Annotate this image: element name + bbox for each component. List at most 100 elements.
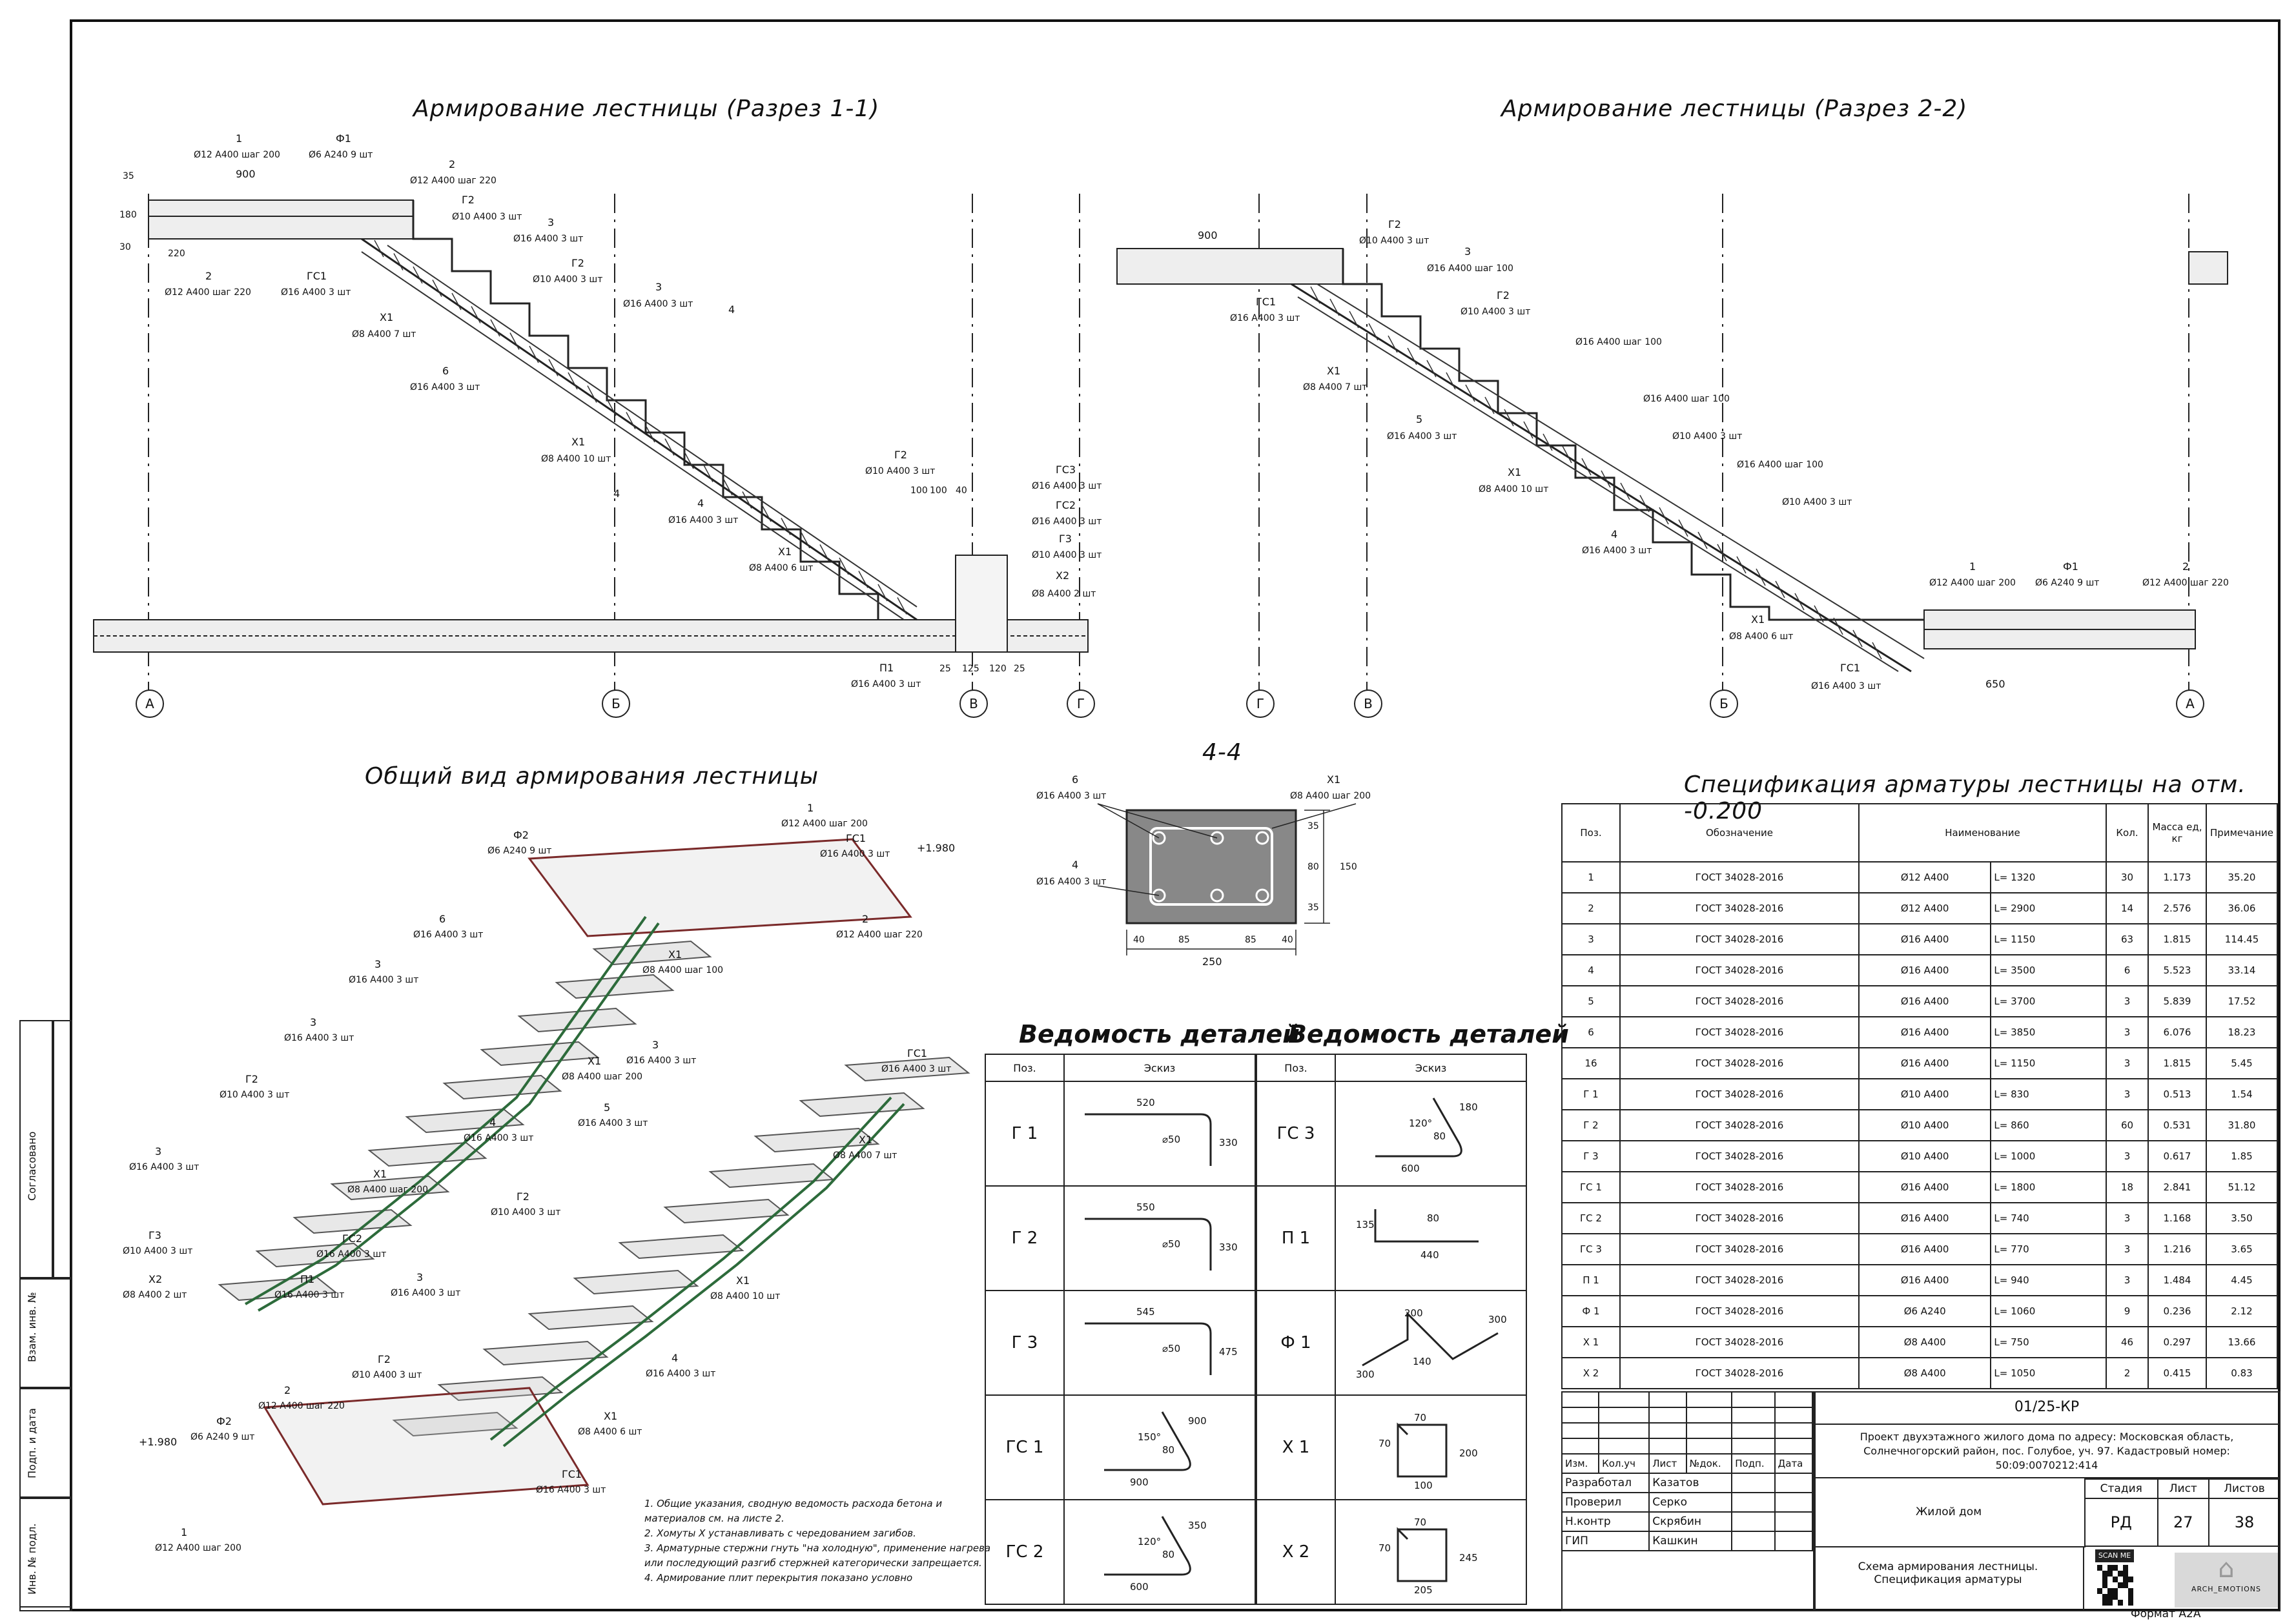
s44-label-x1-text: Ø8 А400 шаг 200 bbox=[1290, 791, 1371, 801]
gv-label-number: 4 bbox=[489, 1116, 497, 1128]
spec-name: Ø16 А400 bbox=[1858, 1171, 1992, 1203]
gv-label-number: 6 bbox=[439, 913, 446, 925]
s2-label-3d-text: Ø16 А400 шаг 100 bbox=[1737, 460, 1823, 470]
spec-mass: 0.531 bbox=[2147, 1109, 2207, 1141]
spec-doc: ГОСТ 34028-2016 bbox=[1619, 1233, 1860, 1265]
ved-pos: ГС 3 bbox=[1256, 1081, 1336, 1187]
spec-name: Ø16 А400 bbox=[1858, 1202, 1992, 1234]
s1-label-x2-text: Ø8 А400 2 шт bbox=[1032, 589, 1096, 599]
spec-mass: 0.415 bbox=[2147, 1357, 2207, 1389]
tb-cell bbox=[1598, 1438, 1650, 1455]
ved-sketch: 520 ⌀50 330 bbox=[1063, 1081, 1256, 1187]
spec-len: L= 860 bbox=[1990, 1109, 2107, 1141]
ved-sketch-shape bbox=[1085, 1113, 1212, 1166]
s1-label-x1a: Х1 bbox=[380, 311, 394, 323]
gv-label-text: Ø16 А400 3 шт bbox=[881, 1064, 952, 1074]
spec-name: Ø8 А400 bbox=[1858, 1326, 1992, 1358]
spec-row: ГС 1 ГОСТ 34028-2016 Ø16 А400 L= 1800 18 2.84… bbox=[1561, 1171, 2278, 1203]
spec-row: 6 ГОСТ 34028-2016 Ø16 А400 L= 3850 3 6.076 18.… bbox=[1561, 1016, 2278, 1048]
spec-pos: ГС 2 bbox=[1561, 1202, 1621, 1234]
spec-header-pos: Поз. bbox=[1561, 803, 1621, 863]
spec-doc: ГОСТ 34028-2016 bbox=[1619, 1264, 1860, 1296]
ved-dim: ⌀50 bbox=[1162, 1134, 1181, 1145]
s1-label-gs1: ГС1 bbox=[307, 270, 327, 282]
s1-label-x1b-text: Ø8 А400 10 шт bbox=[541, 454, 611, 464]
tb-person: Казатов bbox=[1648, 1473, 1733, 1493]
gv-step bbox=[437, 1376, 564, 1402]
spec-len: L= 3700 bbox=[1990, 985, 2107, 1017]
gv-label-text: Ø16 А400 3 шт bbox=[391, 1288, 461, 1298]
ved-dim: 200 bbox=[1459, 1447, 1478, 1459]
gv-label-number: 3 bbox=[310, 1016, 317, 1028]
s44-label-4: 4 bbox=[1072, 859, 1079, 871]
gv-label-text: Ø8 А400 шаг 100 bbox=[642, 965, 724, 975]
gv-label-text: Ø16 А400 3 шт bbox=[284, 1033, 354, 1043]
gv-label-number: +1.980 bbox=[917, 842, 956, 854]
s1-label-1: 1 bbox=[236, 132, 243, 145]
tb-cell bbox=[1648, 1438, 1687, 1455]
spec-mass: 2.576 bbox=[2147, 892, 2207, 924]
scan-me-label: SCAN ME bbox=[2095, 1549, 2134, 1562]
tb-roles-table: Изм. Кол.уч Лист №док. Подп. Дата Разработал Ка… bbox=[1561, 1391, 1814, 1551]
spec-pos: Г 1 bbox=[1561, 1078, 1621, 1110]
tb-role-row: Проверил Серко bbox=[1561, 1492, 1814, 1513]
s2-label-f1: Ф1 bbox=[2063, 560, 2078, 573]
ved-dim: 550 bbox=[1136, 1201, 1155, 1213]
ved-dim: 150° bbox=[1138, 1431, 1162, 1443]
tb-date bbox=[1774, 1473, 1814, 1493]
gv-label-text: Ø16 А400 3 шт bbox=[349, 975, 419, 985]
tb-code: 01/25-КР bbox=[1813, 1391, 2281, 1425]
tb-stage-table: Стадия Лист Листов РД 27 38 bbox=[2084, 1478, 2281, 1547]
s2-stirrup bbox=[1388, 335, 1398, 353]
s2-label-gs1b-text: Ø16 А400 3 шт bbox=[1811, 681, 1881, 691]
gv-label-number: ГС2 bbox=[342, 1232, 363, 1245]
spec-note: 2.12 bbox=[2206, 1295, 2278, 1327]
qr-module bbox=[2113, 1577, 2118, 1582]
tb-date bbox=[1774, 1511, 1814, 1532]
tb-revision-row bbox=[1561, 1422, 1814, 1439]
s1-label-2b-text: Ø12 А400 шаг 220 bbox=[165, 287, 251, 298]
tb-role-row: Разработал Казатов bbox=[1561, 1473, 1814, 1493]
sheet-frame bbox=[70, 19, 2281, 1611]
s1-stirrup bbox=[374, 240, 384, 258]
spec-note: 51.12 bbox=[2206, 1171, 2278, 1203]
s2-stirrup bbox=[1659, 507, 1669, 525]
tb-signature bbox=[1731, 1473, 1776, 1493]
tb-person: Кашкин bbox=[1648, 1531, 1733, 1551]
tb-cell bbox=[1774, 1391, 1814, 1408]
ved-dim: 600 bbox=[1130, 1581, 1149, 1593]
title-section-1-1: Армирование лестницы (Разрез 1-1) bbox=[413, 96, 880, 122]
s1-axis-b: Б bbox=[602, 689, 630, 718]
gv-label-text: Ø12 А400 шаг 220 bbox=[836, 930, 923, 940]
gv-step bbox=[517, 1007, 637, 1033]
qr-module bbox=[2113, 1565, 2118, 1571]
spec-note: 114.45 bbox=[2206, 923, 2278, 955]
gv-label-text: Ø16 А400 3 шт bbox=[129, 1162, 200, 1172]
spec-doc: ГОСТ 34028-2016 bbox=[1619, 1109, 1860, 1141]
gv-label-number: Х1 bbox=[859, 1134, 873, 1146]
s1-stirrup bbox=[471, 306, 481, 323]
spec-header-name: Наименование bbox=[1858, 803, 2107, 863]
gv-label-text: Ø6 А240 9 шт bbox=[487, 846, 552, 856]
gv-label-number: 3 bbox=[652, 1039, 659, 1051]
gv-label-number: 4 bbox=[671, 1352, 679, 1364]
ved-dim: ⌀50 bbox=[1162, 1343, 1181, 1354]
tb-cell bbox=[1774, 1422, 1814, 1439]
spec-row: ГС 3 ГОСТ 34028-2016 Ø16 А400 L= 770 3 1.216 3… bbox=[1561, 1233, 2278, 1265]
ved-dim: 440 bbox=[1420, 1249, 1439, 1261]
ved-dim: 70 bbox=[1379, 1438, 1391, 1449]
gv-label-text: Ø16 А400 3 шт bbox=[316, 1249, 387, 1260]
gv-label-number: 3 bbox=[374, 958, 382, 970]
spec-note: 4.45 bbox=[2206, 1264, 2278, 1296]
s2-label-1: 1 bbox=[1969, 560, 1976, 573]
ved-row: Ф 1 200 300 140 300 bbox=[1256, 1290, 1527, 1396]
tb-cell bbox=[1598, 1422, 1650, 1439]
s2-label-3c-text: Ø16 А400 шаг 100 bbox=[1643, 394, 1730, 404]
s1-stirrup bbox=[761, 504, 772, 522]
format-label: Формат А2А bbox=[2131, 1608, 2201, 1620]
ved-dim: 70 bbox=[1379, 1542, 1391, 1554]
s2-label-x1c-text: Ø8 А400 6 шт bbox=[1729, 631, 1794, 642]
spec-doc: ГОСТ 34028-2016 bbox=[1619, 954, 1860, 986]
spec-len: L= 830 bbox=[1990, 1078, 2107, 1110]
